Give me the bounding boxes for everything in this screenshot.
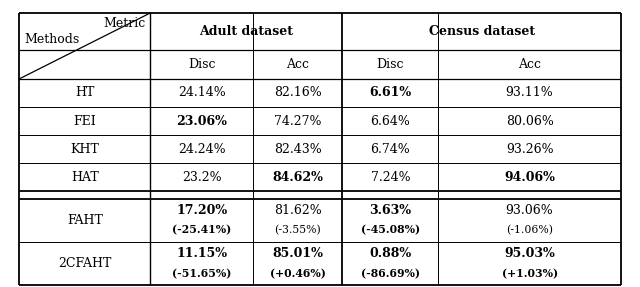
- Text: 82.43%: 82.43%: [274, 143, 321, 156]
- Text: 23.2%: 23.2%: [182, 171, 221, 184]
- Text: 6.74%: 6.74%: [371, 143, 410, 156]
- Text: Disc: Disc: [377, 58, 404, 71]
- Text: 74.27%: 74.27%: [274, 115, 321, 128]
- Text: FAHT: FAHT: [67, 214, 103, 227]
- Text: (-3.55%): (-3.55%): [274, 225, 321, 235]
- Text: (-86.69%): (-86.69%): [361, 268, 420, 279]
- Text: 11.15%: 11.15%: [176, 247, 227, 259]
- Text: 6.61%: 6.61%: [369, 86, 412, 100]
- Text: 82.16%: 82.16%: [274, 86, 321, 100]
- Text: HT: HT: [75, 86, 95, 100]
- Text: Metric: Metric: [103, 17, 145, 30]
- Text: 84.62%: 84.62%: [272, 171, 323, 184]
- Text: 94.06%: 94.06%: [504, 171, 555, 184]
- Text: 95.03%: 95.03%: [504, 247, 555, 259]
- Text: 2CFAHT: 2CFAHT: [58, 257, 111, 270]
- Text: (-25.41%): (-25.41%): [172, 225, 231, 236]
- Text: Acc: Acc: [286, 58, 309, 71]
- Text: Disc: Disc: [188, 58, 215, 71]
- Text: Acc: Acc: [518, 58, 541, 71]
- Text: (+1.03%): (+1.03%): [502, 268, 557, 279]
- Text: 93.11%: 93.11%: [506, 86, 554, 100]
- Text: HAT: HAT: [71, 171, 99, 184]
- Text: 81.62%: 81.62%: [274, 203, 321, 216]
- Text: (-1.06%): (-1.06%): [506, 225, 553, 235]
- Text: 85.01%: 85.01%: [272, 247, 323, 259]
- Text: 24.14%: 24.14%: [178, 86, 225, 100]
- Text: (+0.46%): (+0.46%): [269, 268, 326, 279]
- Text: 0.88%: 0.88%: [369, 247, 412, 259]
- Text: 80.06%: 80.06%: [506, 115, 554, 128]
- Text: Adult dataset: Adult dataset: [200, 25, 293, 38]
- Text: 23.06%: 23.06%: [176, 115, 227, 128]
- Text: 3.63%: 3.63%: [369, 203, 412, 216]
- Text: Census dataset: Census dataset: [429, 25, 534, 38]
- Text: 93.26%: 93.26%: [506, 143, 554, 156]
- Text: (-45.08%): (-45.08%): [361, 225, 420, 236]
- Text: KHT: KHT: [70, 143, 99, 156]
- Text: 24.24%: 24.24%: [178, 143, 225, 156]
- Text: 93.06%: 93.06%: [506, 203, 554, 216]
- Text: 17.20%: 17.20%: [176, 203, 227, 216]
- Text: Methods: Methods: [24, 33, 79, 46]
- Text: 7.24%: 7.24%: [371, 171, 410, 184]
- Text: 6.64%: 6.64%: [371, 115, 410, 128]
- Text: FEI: FEI: [74, 115, 96, 128]
- Text: (-51.65%): (-51.65%): [172, 268, 231, 279]
